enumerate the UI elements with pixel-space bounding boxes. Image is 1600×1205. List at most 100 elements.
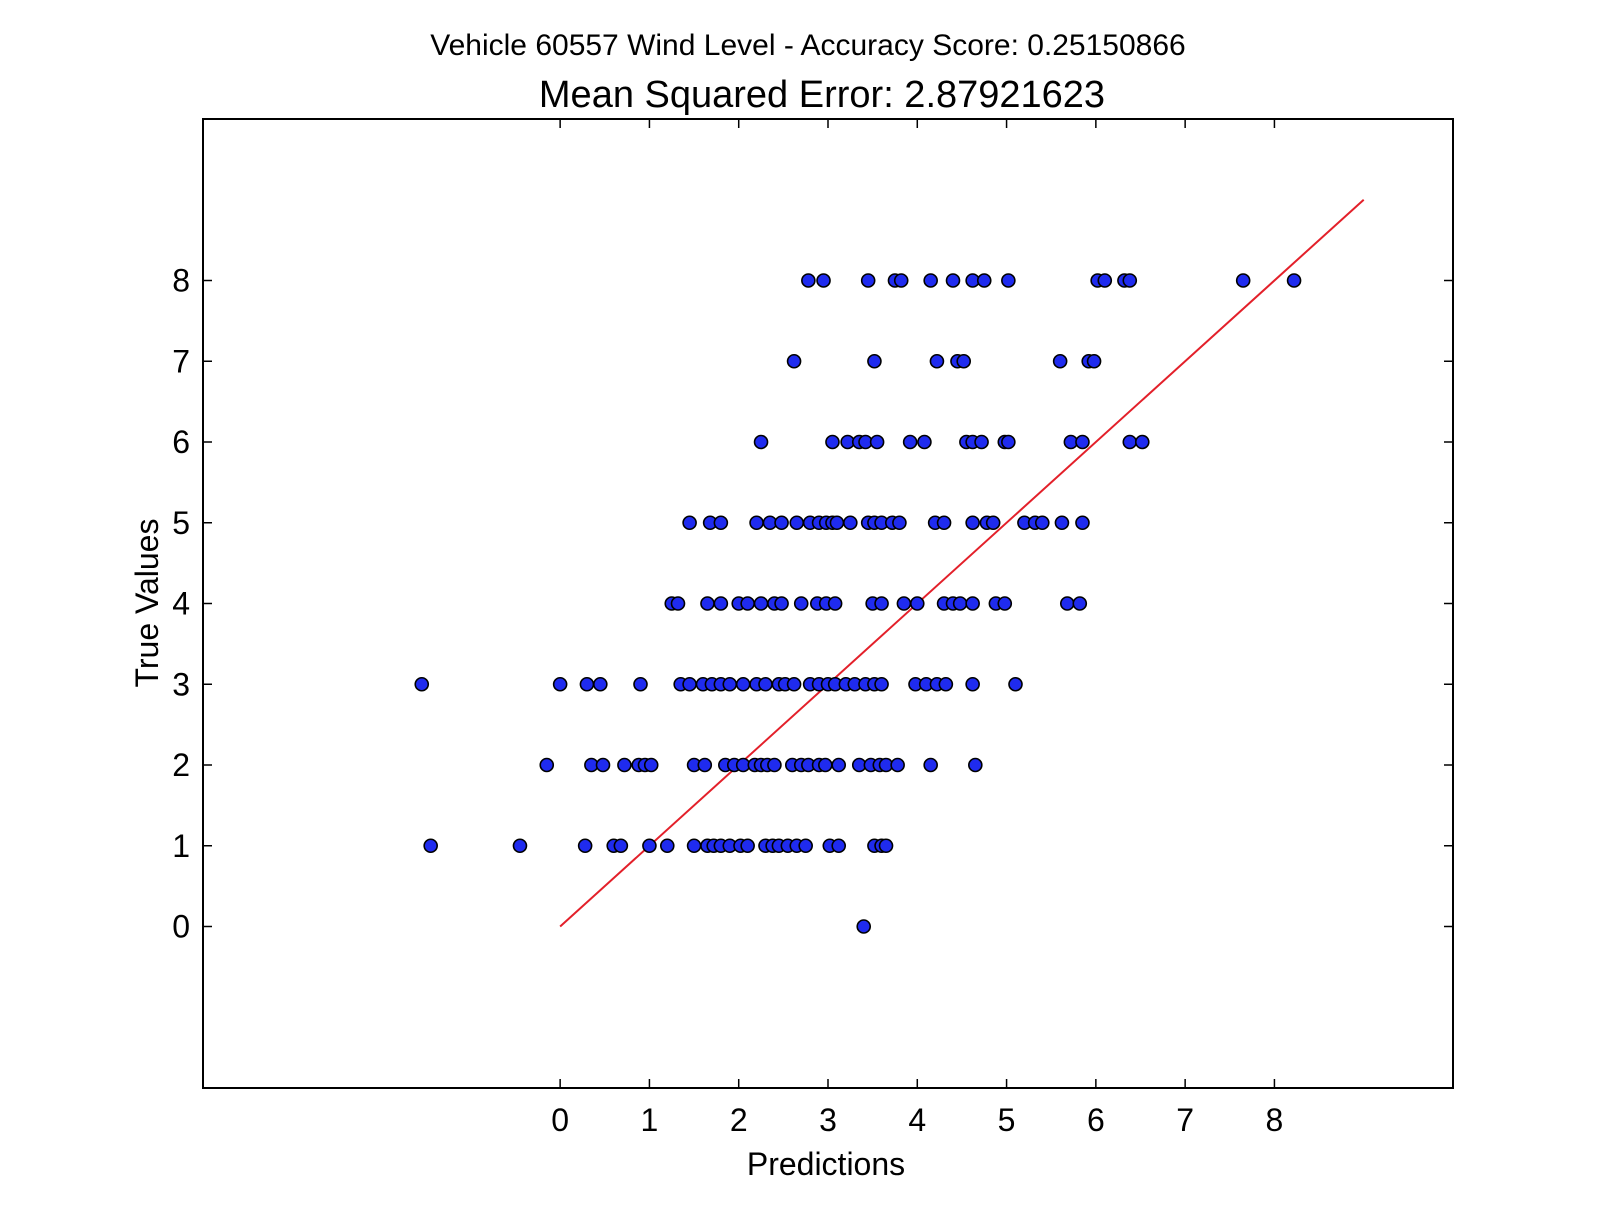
data-point	[613, 838, 629, 854]
y-tick-label: 3	[172, 666, 190, 702]
data-point	[936, 515, 952, 531]
data-point	[1086, 353, 1102, 369]
y-tick-label: 0	[172, 909, 190, 945]
x-tick-label: 5	[998, 1102, 1016, 1138]
data-point	[965, 596, 980, 611]
data-point	[829, 515, 845, 531]
data-point	[902, 434, 918, 450]
data-point	[874, 676, 889, 692]
data-point	[856, 919, 872, 934]
y-tick-label: 5	[172, 505, 190, 541]
data-point	[659, 838, 675, 854]
y-tick-label: 8	[172, 263, 190, 299]
data-point	[1122, 273, 1138, 288]
data-point	[697, 757, 713, 773]
x-tick-label: 7	[1176, 1102, 1194, 1138]
data-point	[843, 515, 858, 531]
data-point	[1034, 515, 1050, 531]
data-point	[767, 757, 782, 773]
data-point	[825, 434, 840, 450]
data-point	[753, 434, 769, 450]
data-point	[1097, 273, 1113, 288]
data-point	[722, 676, 738, 692]
data-point	[878, 838, 894, 854]
data-point	[753, 596, 769, 611]
reference-line	[559, 199, 1365, 928]
data-point	[827, 596, 843, 611]
data-point	[633, 676, 648, 692]
data-point	[686, 838, 702, 854]
data-point	[798, 838, 813, 854]
data-point	[552, 676, 568, 692]
x-tick-label: 3	[819, 1102, 837, 1138]
data-point	[985, 515, 1001, 531]
data-point	[923, 273, 938, 288]
data-point	[867, 353, 882, 369]
y-tick-label: 4	[172, 586, 190, 622]
y-tick-label: 6	[172, 424, 190, 460]
x-tick-label: 2	[730, 1102, 748, 1138]
data-point	[968, 757, 983, 773]
data-points	[414, 273, 1302, 934]
data-point	[896, 596, 912, 611]
data-point	[1059, 596, 1075, 611]
data-point	[786, 676, 802, 692]
data-point	[874, 596, 889, 611]
data-point	[713, 596, 729, 611]
data-point	[740, 596, 755, 611]
data-point	[793, 596, 809, 611]
x-tick-label: 4	[908, 1102, 926, 1138]
data-point	[789, 515, 805, 531]
y-tick-label: 7	[172, 343, 190, 379]
data-point	[869, 434, 885, 450]
y-axis-tick-labels: 0 1 2 3 4 5 6 7 8	[172, 263, 190, 945]
x-tick-label: 0	[551, 1102, 569, 1138]
data-point	[1001, 434, 1016, 450]
y-axis-ticks	[203, 279, 1453, 928]
data-point	[1122, 434, 1138, 450]
data-point	[976, 273, 992, 288]
data-point	[1052, 353, 1068, 369]
data-point	[593, 676, 608, 692]
data-point	[890, 757, 905, 773]
data-point	[682, 515, 697, 531]
data-point	[713, 515, 729, 531]
data-point	[909, 596, 925, 611]
data-point	[595, 757, 611, 773]
data-point	[945, 273, 961, 288]
data-point	[682, 676, 697, 692]
data-point	[892, 515, 907, 531]
data-point	[642, 838, 657, 854]
data-point	[1235, 273, 1251, 288]
data-point	[801, 273, 816, 288]
data-point	[893, 273, 909, 288]
data-point	[758, 676, 773, 692]
data-point	[774, 596, 789, 611]
data-point	[938, 676, 954, 692]
data-point	[917, 434, 932, 450]
data-point	[974, 434, 989, 450]
data-point	[956, 353, 972, 369]
x-tick-label: 8	[1266, 1102, 1284, 1138]
data-point	[1134, 434, 1150, 450]
y-tick-label: 2	[172, 747, 190, 783]
data-point	[1286, 273, 1302, 288]
data-point	[965, 515, 980, 531]
data-point	[860, 273, 876, 288]
data-point	[749, 515, 764, 531]
data-point	[965, 676, 980, 692]
data-point	[414, 676, 430, 692]
data-point	[816, 273, 831, 288]
x-tick-label: 1	[641, 1102, 659, 1138]
chart-title: Vehicle 60557 Wind Level - Accuracy Scor…	[430, 29, 1185, 62]
data-point	[735, 676, 751, 692]
data-point	[923, 757, 938, 773]
data-point	[818, 757, 833, 773]
data-point	[740, 838, 755, 854]
data-point	[831, 838, 847, 854]
data-point	[1075, 515, 1090, 531]
data-point	[774, 515, 789, 531]
data-point	[997, 596, 1013, 611]
data-point	[929, 353, 945, 369]
